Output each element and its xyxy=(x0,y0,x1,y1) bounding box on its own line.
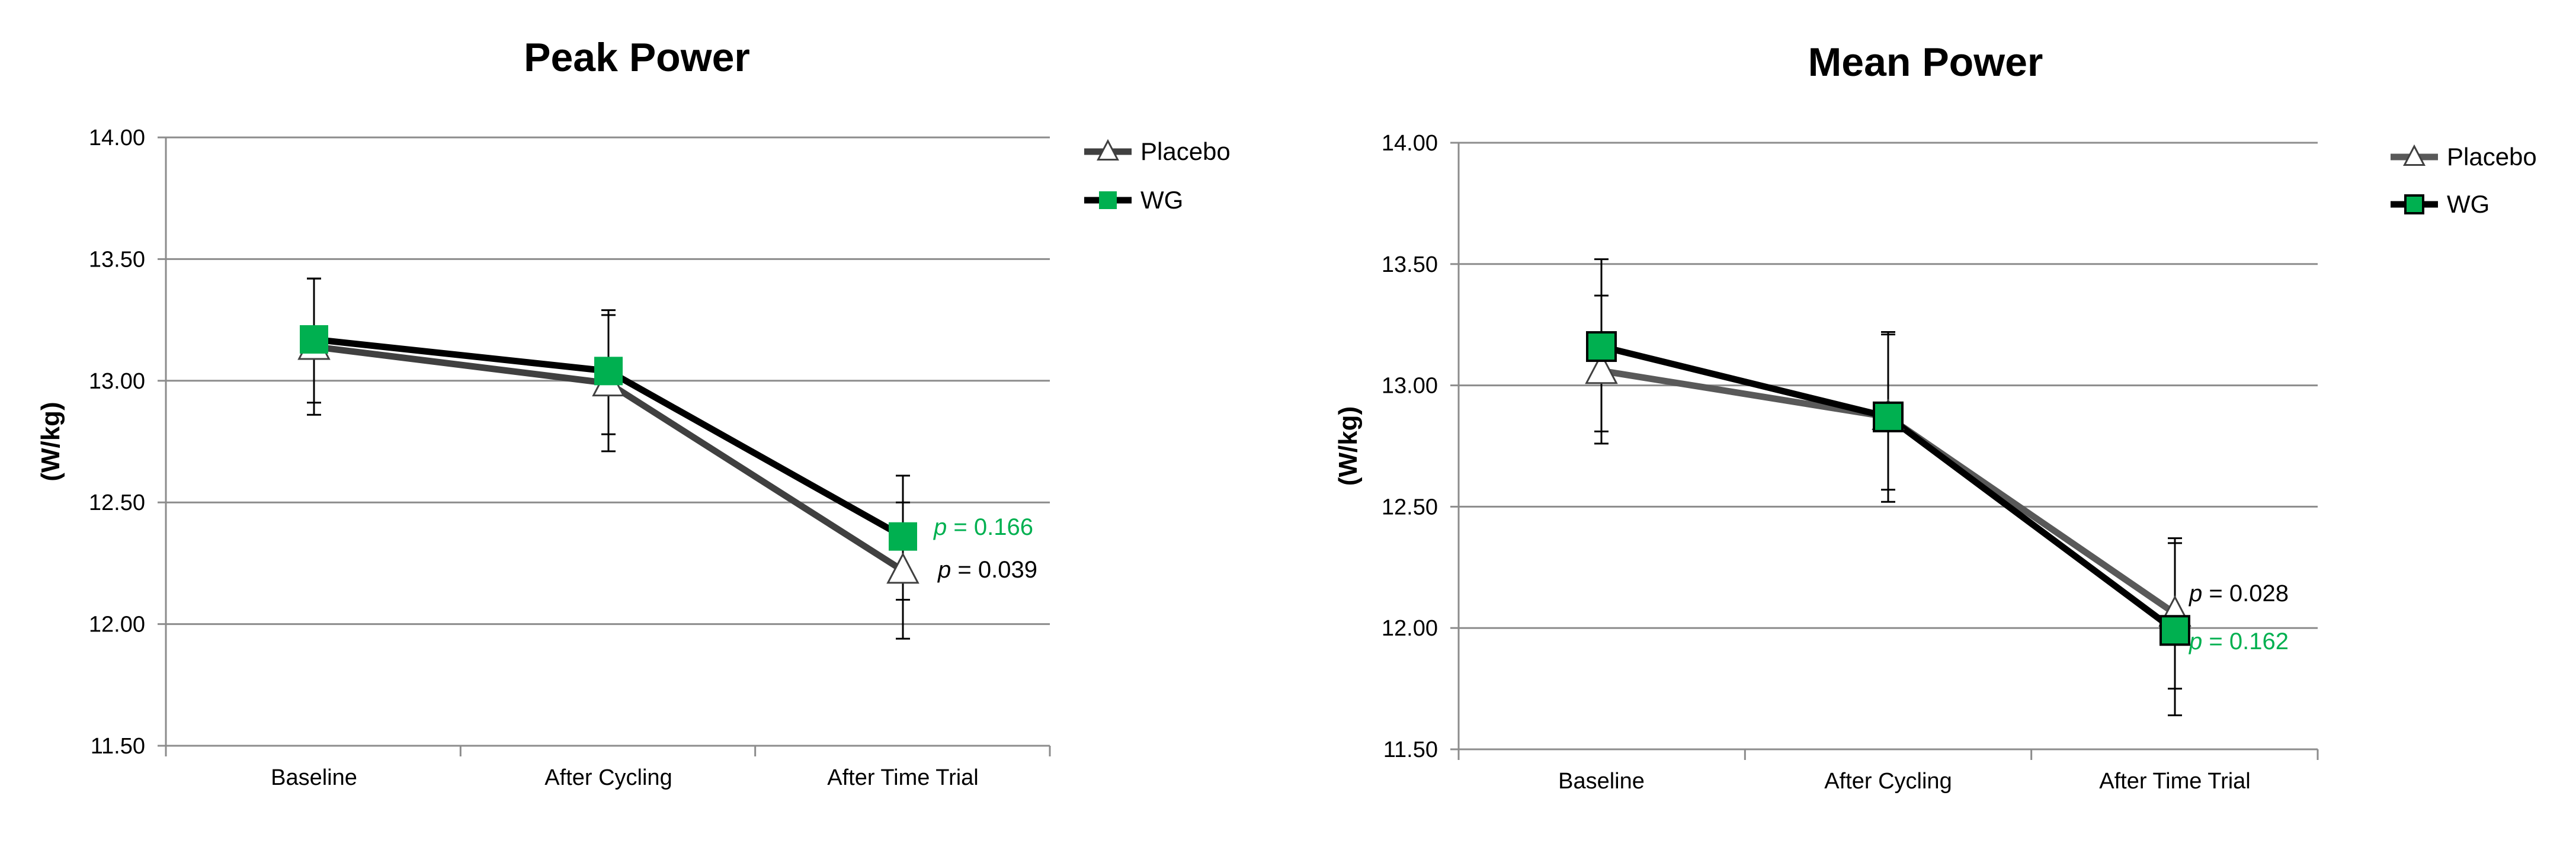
data-point-wg xyxy=(1873,401,1904,432)
legend-label-wg: WG xyxy=(2447,190,2490,218)
p-value-text: = 0.162 xyxy=(2202,628,2289,655)
y-tick-label: 12.50 xyxy=(1382,495,1438,519)
legend-label-placebo: Placebo xyxy=(2447,143,2537,171)
p-value-annotation: p = 0.039 xyxy=(937,557,1037,583)
y-tick-label: 12.50 xyxy=(89,490,145,515)
legend-marker-placebo xyxy=(1097,139,1119,161)
p-value-annotation: p = 0.166 xyxy=(933,514,1033,540)
y-axis-label: (W/kg) xyxy=(1334,406,1363,486)
legend-marker-placebo xyxy=(2403,144,2426,166)
x-tick-label: After Time Trial xyxy=(827,765,979,790)
y-tick-label: 13.50 xyxy=(1382,252,1438,277)
y-axis-label: (W/kg) xyxy=(36,402,65,481)
chart-title: Mean Power xyxy=(1808,40,2043,85)
y-tick-label: 13.00 xyxy=(89,369,145,394)
data-point-wg xyxy=(594,357,623,386)
chart-peak-power: Peak Power (W/kg) 11.50 12.00 12.50 13.00 13.5… xyxy=(36,35,1231,790)
data-point-placebo xyxy=(886,552,919,584)
p-value-text: = 0.166 xyxy=(947,514,1033,540)
y-tick-label: 14.00 xyxy=(89,126,145,150)
p-value-text: = 0.039 xyxy=(951,557,1037,583)
legend-marker-wg xyxy=(2404,194,2424,214)
p-value-symbol: p xyxy=(2189,628,2202,655)
p-value-symbol: p xyxy=(2189,580,2202,607)
x-tick-label: Baseline xyxy=(271,765,357,790)
x-tick-label: Baseline xyxy=(1558,769,1645,794)
chart-mean-power: Mean Power (W/kg) 11.50 12.00 12.50 13.00 13.5… xyxy=(1334,40,2537,794)
y-tick-label: 11.50 xyxy=(1383,737,1438,762)
p-value-symbol: p xyxy=(937,557,951,583)
data-point-placebo xyxy=(1585,352,1618,384)
y-tick-label: 12.00 xyxy=(1382,616,1438,641)
data-point-wg xyxy=(2160,615,2190,646)
legend-label-wg: WG xyxy=(1140,186,1183,214)
data-point-wg xyxy=(889,522,917,551)
x-tick-label: After Cycling xyxy=(1824,769,1952,794)
p-value-symbol: p xyxy=(933,514,947,540)
y-tick-label: 12.00 xyxy=(89,612,145,637)
legend-marker-wg xyxy=(1099,191,1117,209)
y-tick-label: 14.00 xyxy=(1382,131,1438,156)
p-value-annotation: p = 0.028 xyxy=(2189,580,2289,607)
y-tick-label: 13.00 xyxy=(1382,374,1438,399)
y-tick-label: 11.50 xyxy=(91,734,145,759)
legend-label-placebo: Placebo xyxy=(1140,137,1231,165)
p-value-annotation: p = 0.162 xyxy=(2189,628,2289,655)
x-tick-label: After Time Trial xyxy=(2099,769,2251,794)
data-point-wg xyxy=(1586,331,1617,363)
p-value-text: = 0.028 xyxy=(2202,580,2289,607)
data-point-wg xyxy=(300,325,328,354)
x-tick-label: After Cycling xyxy=(544,765,672,790)
y-tick-label: 13.50 xyxy=(89,247,145,272)
chart-title: Peak Power xyxy=(524,35,750,80)
